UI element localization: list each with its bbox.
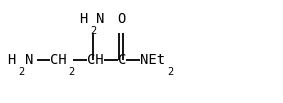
Text: H: H (79, 12, 87, 26)
Text: 2: 2 (68, 67, 74, 77)
Text: NEt: NEt (140, 53, 165, 67)
Text: 2: 2 (167, 67, 173, 77)
Text: C: C (118, 53, 126, 67)
Text: O: O (117, 12, 125, 26)
Text: N: N (96, 12, 104, 26)
Text: 2: 2 (18, 67, 25, 77)
Text: H: H (7, 53, 16, 67)
Text: CH: CH (87, 53, 103, 67)
Text: N: N (25, 53, 33, 67)
Text: 2: 2 (90, 26, 96, 36)
Text: CH: CH (50, 53, 67, 67)
